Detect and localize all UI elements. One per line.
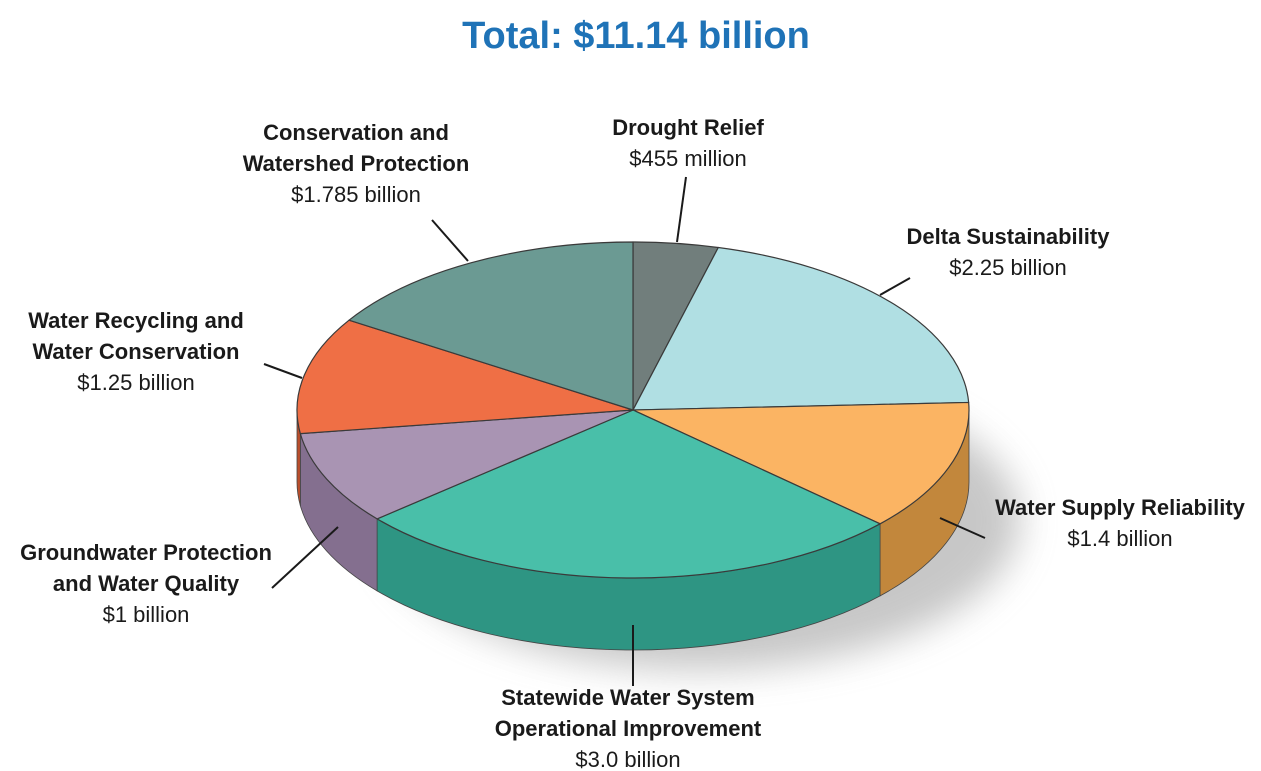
- slice-name-3-0: Statewide Water System: [501, 685, 755, 710]
- pie-slice-1: [632, 246, 970, 411]
- slice-label-6: Conservation and Watershed Protection $1.7…: [243, 120, 470, 262]
- pie-top-faces: [296, 241, 970, 579]
- pie-slice-3: [376, 409, 881, 579]
- slice-value-6: $1.785 billion: [291, 182, 421, 207]
- leader-line-0: [676, 176, 687, 243]
- slice-label-3: Statewide Water System Operational Improv…: [495, 625, 762, 771]
- slice-name-5-0: Water Recycling and: [28, 308, 244, 333]
- slice-labels: Drought Relief $455 million Delta Sustaina…: [20, 115, 1246, 771]
- slice-label-2: Water Supply Reliability $1.4 billion: [939, 495, 1246, 551]
- slice-value-1: $2.25 billion: [949, 255, 1066, 280]
- slice-name-6-0: Conservation and: [263, 120, 449, 145]
- slice-name-6-1: Watershed Protection: [243, 151, 470, 176]
- chart-title: Total: $11.14 billion: [462, 15, 810, 57]
- slice-label-4: Groundwater Protection and Water Quality $…: [20, 526, 339, 627]
- pie-slice-2: [632, 401, 970, 525]
- slice-name-2-0: Water Supply Reliability: [995, 495, 1246, 520]
- pie-side-faces: [296, 409, 970, 651]
- slice-name-4-0: Groundwater Protection: [20, 540, 272, 565]
- pie-slice-4: [299, 409, 634, 520]
- slice-value-5: $1.25 billion: [77, 370, 194, 395]
- slice-name-3-1: Operational Improvement: [495, 716, 762, 741]
- slice-label-5: Water Recycling and Water Conservation $1.…: [28, 308, 303, 395]
- slice-label-0: Drought Relief $455 million: [612, 115, 764, 243]
- leader-line-5: [263, 363, 303, 379]
- leader-line-2: [939, 517, 986, 539]
- pie-slice-6: [348, 241, 634, 411]
- slice-value-4: $1 billion: [103, 602, 190, 627]
- pie-slice-5: [296, 319, 634, 435]
- slice-name-4-1: and Water Quality: [53, 571, 240, 596]
- slice-value-3: $3.0 billion: [575, 747, 680, 771]
- slice-label-1: Delta Sustainability $2.25 billion: [879, 224, 1111, 296]
- leader-line-1: [879, 277, 911, 296]
- slice-name-0-0: Drought Relief: [612, 115, 764, 140]
- slice-value-0: $455 million: [629, 146, 746, 171]
- slice-name-5-1: Water Conservation: [32, 339, 239, 364]
- slice-value-2: $1.4 billion: [1067, 526, 1172, 551]
- leader-line-4: [271, 526, 339, 589]
- slice-name-1-0: Delta Sustainability: [907, 224, 1111, 249]
- leader-line-6: [431, 219, 469, 262]
